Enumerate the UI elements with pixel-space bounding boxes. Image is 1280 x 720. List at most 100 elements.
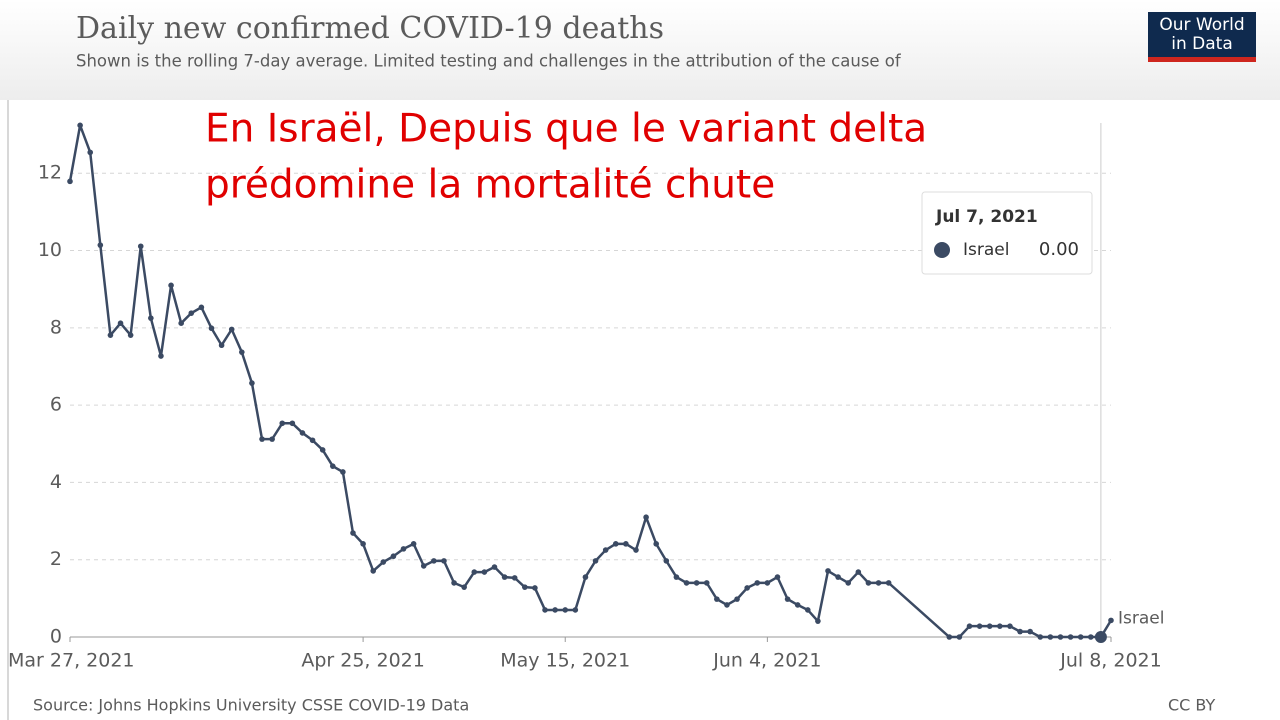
point (1087, 634, 1094, 640)
point (865, 580, 872, 586)
y-tick-label: 8 (50, 316, 62, 338)
point (380, 559, 387, 565)
point (228, 326, 235, 333)
logo-text: in Data (1171, 34, 1233, 54)
point (198, 304, 205, 311)
point (997, 623, 1003, 629)
point (835, 574, 841, 580)
point (845, 580, 852, 586)
tooltip-series: Israel (963, 240, 1009, 260)
point (825, 568, 831, 574)
y-tick-label: 2 (50, 548, 62, 570)
x-tick-label: May 15, 2021 (500, 650, 630, 672)
point (1057, 634, 1064, 640)
point (633, 547, 639, 553)
point (592, 558, 599, 564)
logo-stripe (1148, 57, 1256, 62)
point (875, 580, 882, 586)
point (1037, 634, 1044, 640)
point (986, 623, 993, 629)
point (552, 607, 558, 613)
point (329, 463, 336, 469)
point (390, 553, 397, 560)
point (218, 342, 225, 349)
point (471, 569, 478, 575)
point (734, 596, 740, 602)
tooltip-date: Jul 7, 2021 (935, 207, 1038, 227)
hover-point (1094, 631, 1107, 643)
point (754, 580, 761, 586)
point (289, 420, 296, 427)
point (612, 541, 619, 547)
point (491, 564, 498, 570)
point (410, 541, 417, 547)
point (976, 623, 983, 629)
point (724, 602, 730, 608)
point (299, 430, 306, 436)
point (158, 353, 164, 359)
point (259, 436, 265, 442)
point (885, 580, 892, 586)
point (764, 580, 771, 586)
point (279, 420, 286, 427)
point (815, 618, 821, 624)
point (239, 349, 245, 355)
point (562, 607, 569, 613)
point (87, 149, 94, 156)
x-tick-label: Apr 25, 2021 (301, 650, 425, 672)
point (1007, 623, 1013, 629)
tooltip-value: 0.00 (1039, 239, 1079, 260)
series-label: Israel (1118, 608, 1164, 628)
y-tick-label: 0 (50, 626, 62, 648)
point (804, 607, 811, 613)
logo-box (1148, 12, 1256, 62)
source: Source: Johns Hopkins University CSSE CO… (33, 696, 469, 715)
point (643, 514, 649, 520)
point (178, 320, 184, 326)
point (582, 574, 589, 580)
point (511, 575, 518, 581)
y-tick-label: 12 (38, 162, 62, 184)
point (370, 568, 377, 574)
point (663, 558, 670, 564)
point (319, 447, 326, 453)
point (360, 541, 366, 547)
point (542, 607, 548, 613)
point (956, 634, 963, 640)
point (784, 596, 791, 602)
point (127, 332, 134, 338)
point (744, 585, 750, 591)
plot: 0 2 4 6 8 10 12 Mar 27, 2021 Apr 25, 2021 May 15,… (8, 122, 1164, 672)
point (431, 558, 437, 564)
annotation: En Israël, Depuis que le variant delta (205, 107, 927, 152)
point (188, 310, 195, 316)
point (461, 584, 467, 590)
point (602, 547, 609, 553)
point (117, 320, 124, 326)
tooltip: Jul 7, 2021 Israel 0.00 (921, 191, 1093, 275)
point (481, 569, 488, 575)
annotation: prédomine la mortalité chute (205, 163, 775, 208)
point (350, 530, 356, 536)
point (946, 634, 953, 640)
point (168, 282, 174, 289)
point (855, 569, 862, 575)
point (269, 436, 275, 442)
point (1067, 634, 1074, 640)
y-tick-label: 4 (50, 471, 62, 493)
point (501, 574, 508, 580)
point (572, 607, 579, 613)
x-tick-label: Jul 8, 2021 (1059, 650, 1162, 672)
point (522, 584, 528, 590)
point (137, 243, 144, 250)
x-tick-label: Mar 27, 2021 (8, 650, 135, 672)
point (208, 325, 215, 332)
point (400, 546, 407, 552)
point (703, 580, 710, 586)
point (794, 602, 801, 608)
chart-subtitle: Shown is the rolling 7-day average. Limi… (76, 52, 902, 71)
point (1027, 628, 1033, 635)
license: CC BY (1168, 696, 1216, 715)
x-tick-label: Jun 4, 2021 (712, 650, 821, 672)
point (420, 563, 427, 569)
